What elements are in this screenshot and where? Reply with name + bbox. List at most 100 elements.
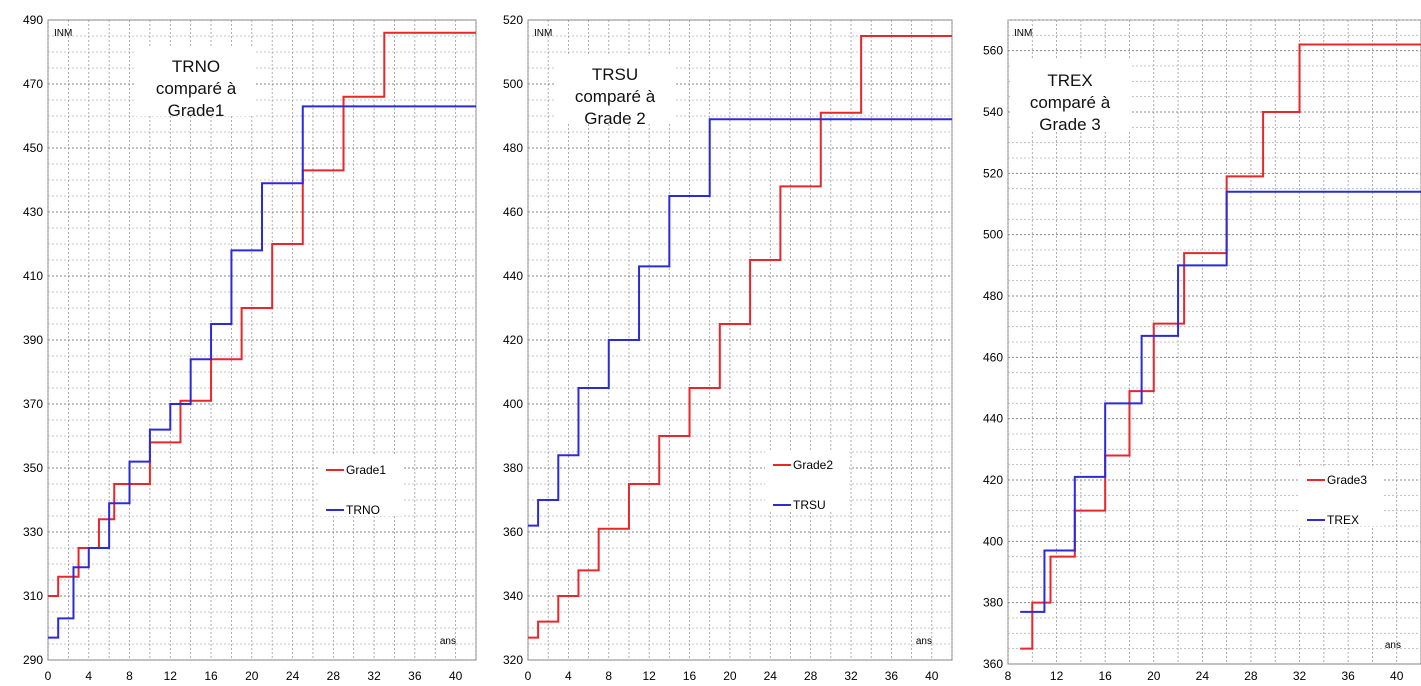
legend-box [1299, 466, 1383, 526]
annotation-line: comparé à [156, 79, 237, 98]
y-tick-label: 560 [983, 44, 1003, 58]
legend-label: TRNO [346, 503, 380, 517]
chart-3: 360 380 400 420 440 460 480 500 520 540 560 8 12 16 20… [983, 19, 1421, 683]
x-tick-label: 4 [565, 669, 572, 683]
y-tick-label: 460 [503, 205, 523, 219]
legend-label: TREX [1327, 513, 1359, 527]
x-tick-label: 32 [844, 669, 858, 683]
y-tick-label: 420 [983, 473, 1003, 487]
legend-label: Grade3 [1327, 473, 1367, 487]
x-tick-label: 32 [367, 669, 381, 683]
x-tick-label: 20 [1147, 669, 1161, 683]
legend-box [765, 451, 849, 511]
y-tick-label: 330 [23, 525, 43, 539]
x-tick-label: 36 [1341, 669, 1355, 683]
x-tick-label: 12 [1050, 669, 1064, 683]
x-tick-label: 24 [764, 669, 778, 683]
x-tick-label: 36 [885, 669, 899, 683]
y-tick-label: 380 [983, 596, 1003, 610]
x-axis-label: ans [1385, 640, 1401, 651]
x-tick-label: 20 [723, 669, 737, 683]
x-tick-label: 16 [1098, 669, 1112, 683]
chart-1: 290 310 330 350 370 390 410 430 450 470 490 0 4 8 12 16… [23, 13, 477, 683]
x-tick-label: 16 [683, 669, 697, 683]
y-tick-label: 410 [23, 269, 43, 283]
y-tick-label: 430 [23, 205, 43, 219]
annotation-box [136, 46, 256, 116]
y-tick-label: 370 [23, 397, 43, 411]
x-tick-label: 40 [449, 669, 463, 683]
x-axis-label: ans [440, 636, 456, 647]
y-tick-label: 540 [983, 105, 1003, 119]
y-tick-label: 360 [503, 525, 523, 539]
annotation-line: Grade1 [168, 101, 225, 120]
x-tick-label: 16 [204, 669, 218, 683]
series-line-trno [48, 105, 476, 639]
y-tick-label: 360 [983, 657, 1003, 671]
y-axis-label: INM [54, 28, 72, 39]
y-tick-label: 380 [503, 461, 523, 475]
y-tick-label: 290 [23, 653, 43, 667]
legend-label: Grade2 [793, 458, 833, 472]
legend-label: TRSU [793, 498, 826, 512]
y-tick-label: 440 [503, 269, 523, 283]
y-tick-label: 420 [503, 333, 523, 347]
x-tick-label: 8 [605, 669, 612, 683]
chart-2: 320 340 360 380 400 420 440 460 480 500 520 0 4 8 12 16… [503, 13, 953, 683]
annotation-line: TREX [1047, 71, 1092, 90]
x-tick-label: 20 [245, 669, 259, 683]
series-line-grade2 [528, 35, 952, 639]
series-line-trex [1020, 190, 1421, 613]
annotation-line: comparé à [1030, 93, 1111, 112]
annotation-box [555, 54, 675, 124]
y-tick-label: 520 [983, 166, 1003, 180]
x-tick-label: 4 [85, 669, 92, 683]
annotation-box [1010, 60, 1130, 130]
x-tick-label: 28 [327, 669, 341, 683]
x-tick-label: 24 [1196, 669, 1210, 683]
y-tick-label: 480 [503, 141, 523, 155]
y-tick-label: 400 [503, 397, 523, 411]
y-tick-label: 390 [23, 333, 43, 347]
annotation-line: Grade 2 [584, 109, 645, 128]
y-tick-label: 460 [983, 350, 1003, 364]
x-tick-label: 36 [408, 669, 422, 683]
legend-box [318, 456, 402, 516]
x-tick-label: 32 [1293, 669, 1307, 683]
y-tick-label: 440 [983, 412, 1003, 426]
y-tick-label: 470 [23, 77, 43, 91]
annotation-line: Grade 3 [1039, 115, 1100, 134]
x-tick-label: 40 [1390, 669, 1404, 683]
x-axis-label: ans [916, 636, 932, 647]
y-tick-label: 520 [503, 13, 523, 27]
y-tick-label: 500 [503, 77, 523, 91]
y-tick-label: 340 [503, 589, 523, 603]
y-tick-label: 500 [983, 228, 1003, 242]
x-tick-label: 40 [925, 669, 939, 683]
x-tick-label: 8 [126, 669, 133, 683]
x-tick-label: 0 [525, 669, 532, 683]
y-axis-label: INM [534, 28, 552, 39]
annotation-line: comparé à [575, 87, 656, 106]
y-tick-label: 490 [23, 13, 43, 27]
y-tick-label: 310 [23, 589, 43, 603]
x-tick-label: 28 [1244, 669, 1258, 683]
y-tick-label: 320 [503, 653, 523, 667]
y-tick-label: 400 [983, 534, 1003, 548]
legend-label: Grade1 [346, 463, 386, 477]
y-tick-label: 480 [983, 289, 1003, 303]
x-tick-label: 8 [1005, 669, 1012, 683]
annotation-line: TRNO [172, 57, 220, 76]
x-tick-label: 12 [642, 669, 656, 683]
y-axis-label: INM [1014, 28, 1032, 39]
y-tick-label: 350 [23, 461, 43, 475]
x-tick-label: 12 [164, 669, 178, 683]
series-line-trsu [528, 118, 952, 527]
x-tick-label: 0 [45, 669, 52, 683]
y-tick-label: 450 [23, 141, 43, 155]
x-tick-label: 28 [804, 669, 818, 683]
series-line-grade1 [48, 31, 476, 597]
annotation-line: TRSU [592, 65, 638, 84]
x-tick-label: 24 [286, 669, 300, 683]
